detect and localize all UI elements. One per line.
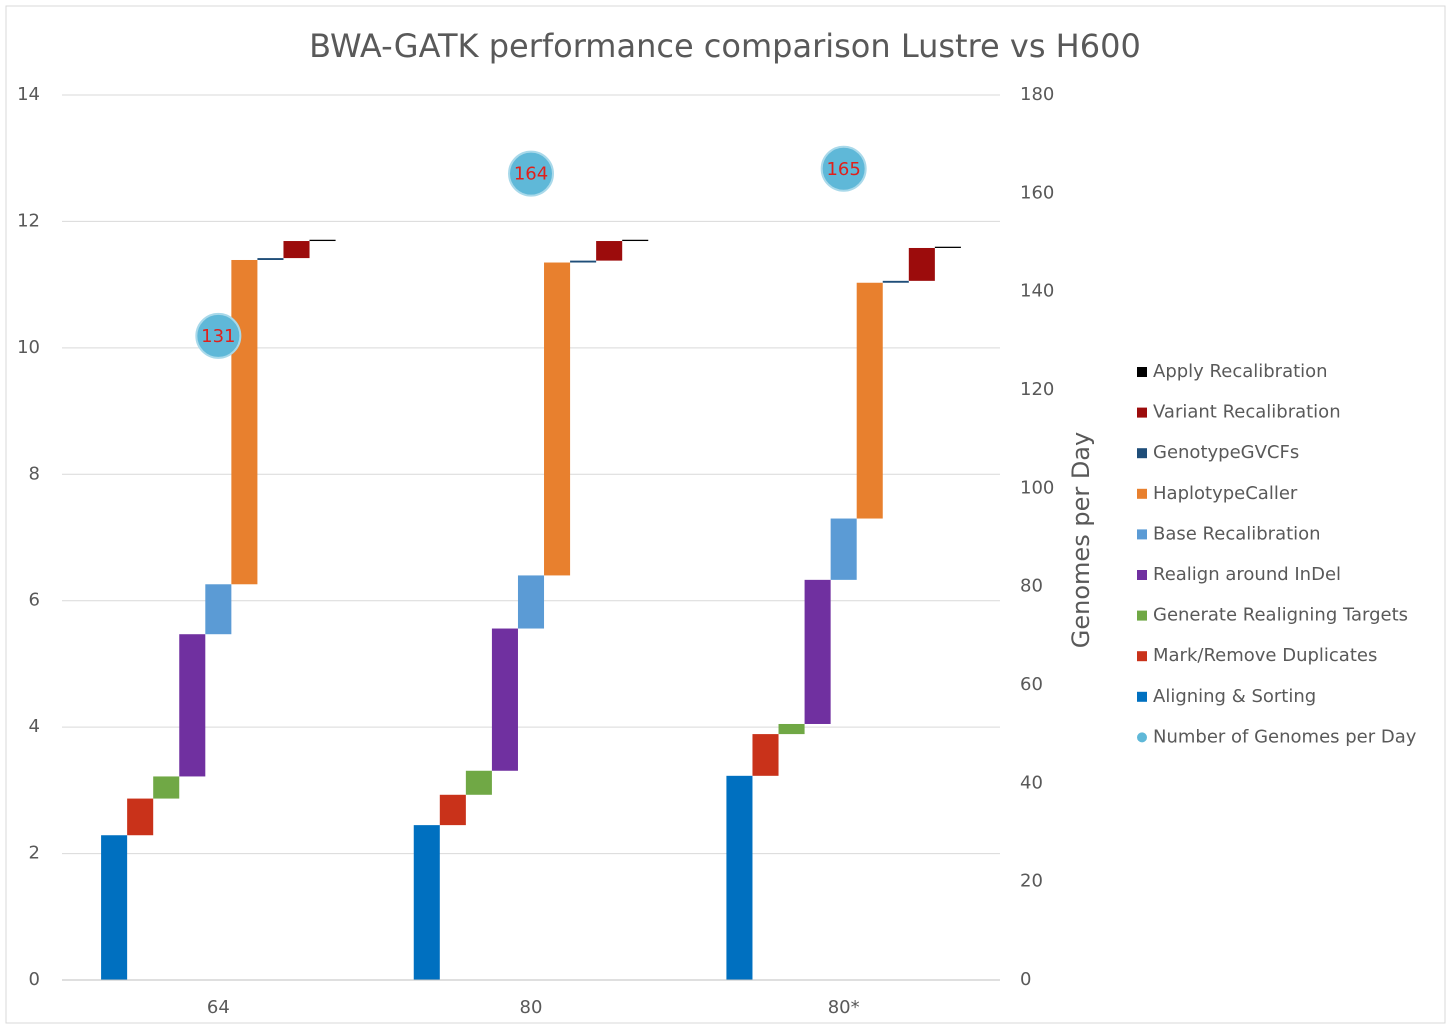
waterfall-bar xyxy=(517,575,545,629)
waterfall-bar xyxy=(309,239,336,242)
legend-swatch xyxy=(1137,529,1147,540)
waterfall-bar xyxy=(622,239,649,242)
waterfall-bar xyxy=(544,262,571,576)
y-tick-label: 14 xyxy=(17,84,40,105)
waterfall-bar xyxy=(882,280,909,283)
y2-tick-label: 20 xyxy=(1020,871,1043,892)
legend-label: Variant Recalibration xyxy=(1153,402,1341,423)
legend-swatch xyxy=(1137,732,1147,743)
chart-frame xyxy=(5,5,1446,1024)
legend-swatch xyxy=(1137,691,1147,702)
legend-label: Aligning & Sorting xyxy=(1153,686,1316,707)
data-label: 164 xyxy=(514,164,548,185)
legend-label: Base Recalibration xyxy=(1153,523,1321,544)
waterfall-bar xyxy=(413,825,440,980)
y-tick-label: 0 xyxy=(29,969,40,990)
waterfall-bar xyxy=(179,634,206,777)
waterfall-bar xyxy=(934,246,961,248)
legend-swatch xyxy=(1137,651,1147,662)
y-tick-label: 4 xyxy=(29,716,40,737)
waterfall-bar xyxy=(257,258,284,260)
legend-swatch xyxy=(1137,407,1147,418)
y2-tick-label: 40 xyxy=(1020,772,1043,793)
waterfall-bar xyxy=(908,247,935,281)
x-tick-label: 64 xyxy=(207,997,230,1018)
waterfall-bar xyxy=(570,260,597,263)
waterfall-bar xyxy=(101,835,128,980)
waterfall-bar xyxy=(205,584,232,635)
y-tick-label: 12 xyxy=(17,210,40,231)
legend-swatch xyxy=(1137,488,1147,499)
waterfall-bar xyxy=(439,794,466,826)
waterfall-bar xyxy=(153,776,180,799)
x-tick-label: 80* xyxy=(828,997,860,1018)
y2-tick-label: 120 xyxy=(1020,379,1054,400)
legend-label: Apply Recalibration xyxy=(1153,361,1328,382)
waterfall-bar xyxy=(804,579,831,724)
legend-label: Mark/Remove Duplicates xyxy=(1153,645,1377,666)
scatter-point xyxy=(195,312,242,359)
waterfall-bar xyxy=(283,241,310,259)
y-tick-label: 8 xyxy=(29,463,40,484)
waterfall-bar xyxy=(127,798,154,836)
legend-swatch xyxy=(1137,367,1147,377)
y2-tick-label: 60 xyxy=(1020,674,1043,695)
data-label: 165 xyxy=(826,159,860,180)
waterfall-bar xyxy=(596,241,623,261)
waterfall-bar xyxy=(491,628,518,771)
legend-swatch xyxy=(1137,448,1147,459)
waterfall-bar xyxy=(830,518,857,580)
legend-label: Realign around InDel xyxy=(1153,564,1341,585)
legend-label: GenotypeGVCFs xyxy=(1153,442,1299,463)
scatter-point xyxy=(508,150,554,197)
legend-swatch xyxy=(1137,610,1147,621)
waterfall-bar xyxy=(726,775,753,980)
y-tick-label: 2 xyxy=(29,843,40,864)
y2-tick-label: 180 xyxy=(1020,84,1054,105)
waterfall-bar xyxy=(465,770,492,795)
waterfall-bar xyxy=(752,734,779,776)
waterfall-bar xyxy=(231,259,258,585)
legend-swatch xyxy=(1137,570,1147,580)
y-tick-label: 6 xyxy=(29,590,40,611)
x-tick-label: 80 xyxy=(520,997,543,1018)
y2-tick-label: 100 xyxy=(1020,477,1054,498)
y2-tick-label: 0 xyxy=(1020,969,1031,990)
y2-tick-label: 140 xyxy=(1020,281,1054,302)
scatter-point xyxy=(820,145,867,192)
legend-label: HaplotypeCaller xyxy=(1153,483,1298,504)
chart-title: BWA-GATK performance comparison Lustre v… xyxy=(309,27,1141,65)
y2-axis-label: Genomes per Day xyxy=(1067,432,1095,648)
data-label: 131 xyxy=(201,326,235,347)
waterfall-bar xyxy=(778,723,805,735)
waterfall-bar xyxy=(856,282,883,519)
y2-tick-label: 160 xyxy=(1020,182,1054,203)
y-tick-label: 10 xyxy=(17,337,40,358)
legend-label: Generate Realigning Targets xyxy=(1153,605,1408,626)
y2-tick-label: 80 xyxy=(1020,576,1043,597)
legend-label: Number of Genomes per Day xyxy=(1153,726,1417,747)
